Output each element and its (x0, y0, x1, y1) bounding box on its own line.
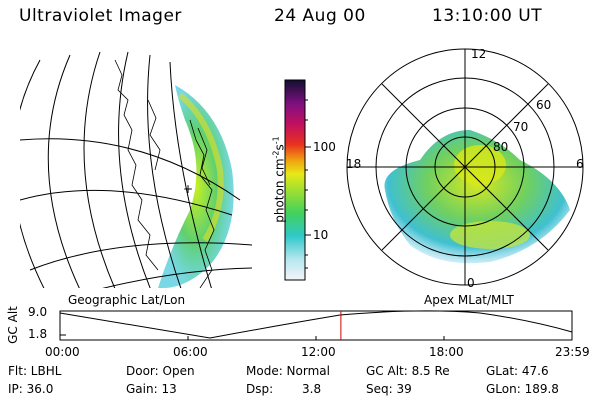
alt-ytick-high: 9.0 (28, 305, 48, 319)
time-tick-3: 18:00 (429, 345, 464, 359)
aurora-oval-geo (158, 85, 234, 288)
time-tick-0: 00:00 (45, 345, 80, 359)
mlat-80-label: 80 (493, 140, 509, 154)
polar-grid (346, 48, 584, 286)
info-dsp-label: Dsp: (246, 382, 274, 396)
info-door: Door: Open (126, 364, 195, 378)
info-glon: GLon: 189.8 (486, 382, 559, 396)
info-flt: Flt: LBHL (8, 364, 62, 378)
mlt-0-label: 0 (467, 276, 475, 290)
info-gain: Gain: 13 (126, 382, 177, 396)
time-tick-2: 12:00 (301, 345, 336, 359)
time-tick-1: 06:00 (173, 345, 208, 359)
geo-panel-label: Geographic Lat/Lon (68, 293, 186, 307)
time-label: 13:10:00 UT (432, 6, 543, 26)
mlat-70-label: 70 (513, 120, 529, 134)
info-ip: IP: 36.0 (8, 382, 54, 396)
instrument-title: Ultraviolet Imager (19, 6, 182, 26)
alt-ytick-low: 1.8 (28, 327, 48, 341)
info-seq: Seq: 39 (366, 382, 412, 396)
info-mode: Mode: Normal (246, 364, 330, 378)
coastlines (114, 59, 215, 288)
info-gc-alt: GC Alt: 8.5 Re (366, 364, 450, 378)
altitude-curve (59, 310, 573, 339)
colorbar-tick-10: 10 (313, 228, 329, 242)
geo-marker: + (183, 182, 194, 196)
alt-strip-ylabel: GC Alt (6, 306, 20, 344)
mlt-6-label: 6 (576, 157, 584, 171)
colorbar-unit-label: photon cm-2s-1 (271, 136, 287, 223)
time-tick-4: 23:59 (555, 345, 590, 359)
polar-panel-label: Apex MLat/MLT (424, 293, 514, 307)
colorbar-tick-100: 100 (313, 140, 336, 154)
colorbar (284, 79, 306, 281)
date-label: 24 Aug 00 (274, 6, 366, 26)
mlat-60-label: 60 (536, 98, 552, 112)
mlt-18-label: 18 (346, 157, 362, 171)
polar-aurora (384, 130, 570, 264)
info-glat: GLat: 47.6 (486, 364, 549, 378)
info-dsp-value: 3.8 (302, 382, 322, 396)
mlt-12-label: 12 (471, 47, 487, 61)
